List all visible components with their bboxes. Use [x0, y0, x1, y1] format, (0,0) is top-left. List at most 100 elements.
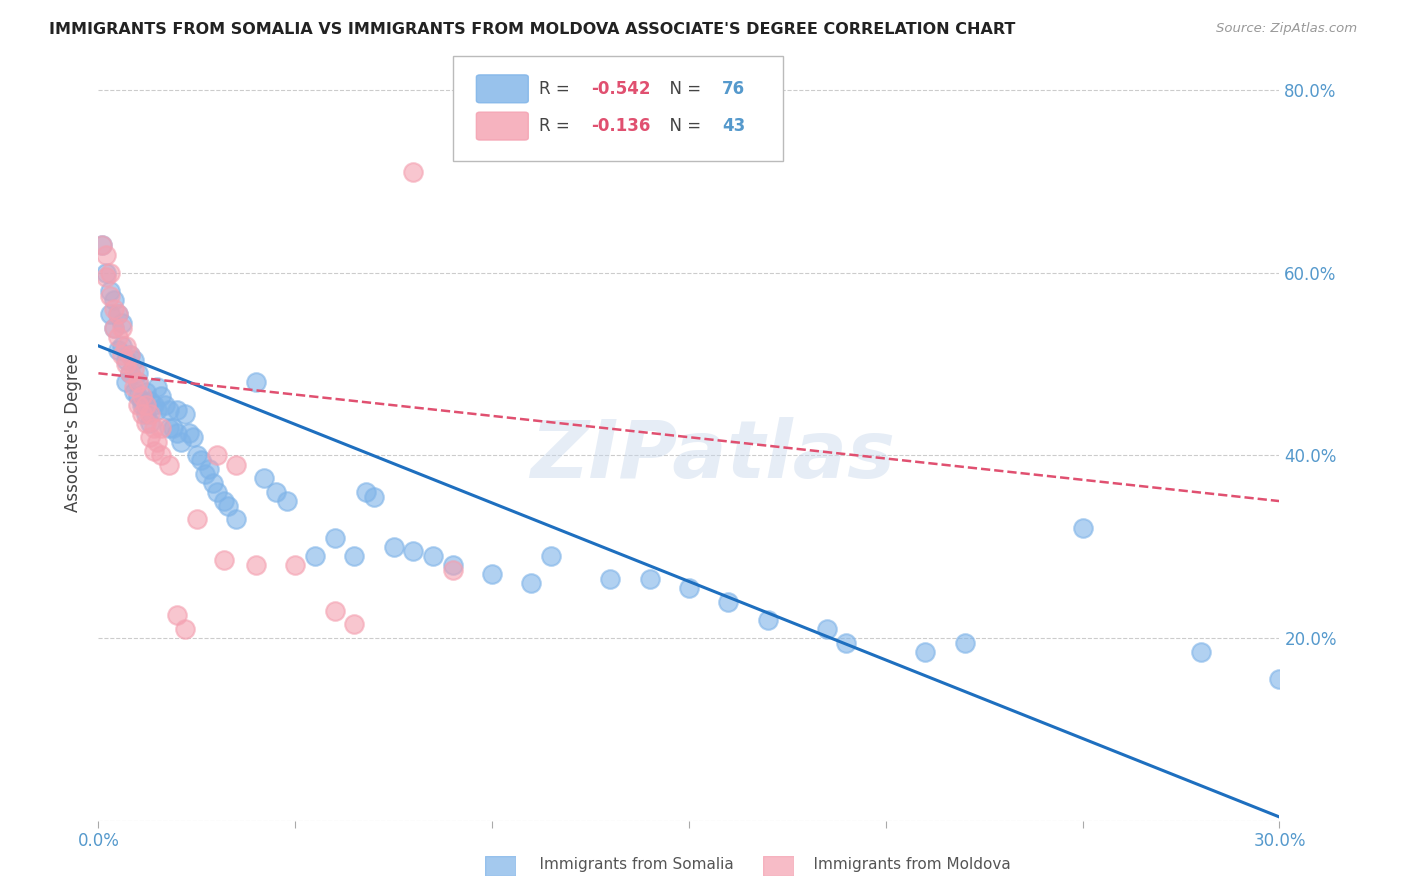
Text: N =: N = [659, 80, 707, 98]
Point [197, 462, 219, 476]
Point [174, 408, 197, 422]
Point [103, 302, 125, 317]
Point [323, 604, 346, 618]
Point [481, 567, 503, 582]
Point [170, 434, 193, 449]
Point [118, 348, 141, 362]
Point [276, 494, 298, 508]
Point [155, 398, 177, 412]
Point [201, 475, 224, 490]
Point [190, 453, 212, 467]
Point [363, 490, 385, 504]
Point [138, 430, 160, 444]
Point [756, 613, 779, 627]
Text: 43: 43 [723, 117, 745, 135]
Point [520, 576, 543, 591]
Point [146, 402, 169, 417]
Point [194, 467, 217, 481]
Text: N =: N = [659, 117, 707, 135]
Point [174, 622, 197, 636]
Point [205, 449, 228, 463]
Point [225, 458, 247, 472]
Point [284, 558, 307, 572]
Point [98, 284, 121, 298]
Point [111, 320, 134, 334]
Point [131, 408, 153, 422]
Point [157, 458, 180, 472]
Point [304, 549, 326, 563]
FancyBboxPatch shape [477, 112, 529, 140]
Point [245, 558, 267, 572]
Point [343, 617, 366, 632]
Point [157, 402, 180, 417]
Point [186, 449, 208, 463]
Point [111, 339, 134, 353]
Point [835, 635, 858, 649]
Point [135, 408, 157, 422]
Point [135, 417, 157, 431]
Point [138, 408, 160, 422]
Point [1189, 645, 1212, 659]
Point [107, 307, 129, 321]
Point [157, 421, 180, 435]
Text: Immigrants from Somalia: Immigrants from Somalia [520, 857, 734, 872]
Point [441, 558, 464, 572]
Point [638, 572, 661, 586]
Point [217, 499, 239, 513]
Point [115, 339, 138, 353]
Text: -0.542: -0.542 [591, 80, 651, 98]
Text: R =: R = [538, 80, 575, 98]
Point [150, 421, 173, 435]
Point [914, 645, 936, 659]
Point [402, 544, 425, 558]
Point [138, 393, 160, 408]
Point [122, 352, 145, 367]
Point [678, 581, 700, 595]
Text: 76: 76 [723, 80, 745, 98]
Text: Immigrants from Moldova: Immigrants from Moldova [794, 857, 1011, 872]
Point [717, 594, 740, 608]
Point [166, 608, 188, 623]
Point [177, 425, 200, 440]
Text: Source: ZipAtlas.com: Source: ZipAtlas.com [1216, 22, 1357, 36]
Point [118, 366, 141, 380]
Point [422, 549, 444, 563]
Point [131, 398, 153, 412]
Text: ZIPatlas: ZIPatlas [530, 417, 896, 495]
Point [115, 357, 138, 371]
Point [253, 471, 276, 485]
Point [96, 270, 118, 285]
Point [214, 494, 236, 508]
FancyBboxPatch shape [477, 75, 529, 103]
Point [142, 398, 165, 412]
Point [122, 384, 145, 399]
Point [115, 352, 138, 367]
Point [98, 266, 121, 280]
Point [225, 512, 247, 526]
Point [205, 485, 228, 500]
Point [111, 348, 134, 362]
Point [118, 366, 141, 380]
Point [146, 434, 169, 449]
Point [111, 316, 134, 330]
Point [953, 635, 976, 649]
Point [181, 430, 204, 444]
Point [131, 393, 153, 408]
Point [186, 512, 208, 526]
Point [815, 622, 838, 636]
Point [323, 531, 346, 545]
Y-axis label: Associate's Degree: Associate's Degree [65, 353, 83, 512]
Point [115, 376, 138, 390]
Point [540, 549, 562, 563]
Point [138, 417, 160, 431]
Point [135, 384, 157, 399]
Point [107, 330, 129, 344]
Point [1071, 521, 1094, 535]
Point [150, 449, 173, 463]
Text: IMMIGRANTS FROM SOMALIA VS IMMIGRANTS FROM MOLDOVA ASSOCIATE'S DEGREE CORRELATIO: IMMIGRANTS FROM SOMALIA VS IMMIGRANTS FR… [49, 22, 1015, 37]
Point [1268, 672, 1291, 686]
Text: -0.136: -0.136 [591, 117, 651, 135]
Point [96, 247, 118, 261]
Point [146, 380, 169, 394]
Point [98, 288, 121, 302]
